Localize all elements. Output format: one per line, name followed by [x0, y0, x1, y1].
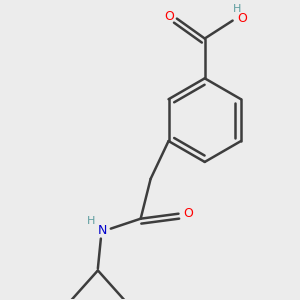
Text: H: H — [87, 216, 95, 226]
Text: H: H — [232, 4, 241, 14]
Text: N: N — [98, 224, 107, 237]
Text: O: O — [164, 10, 174, 23]
Text: O: O — [184, 207, 194, 220]
Text: O: O — [238, 12, 248, 25]
